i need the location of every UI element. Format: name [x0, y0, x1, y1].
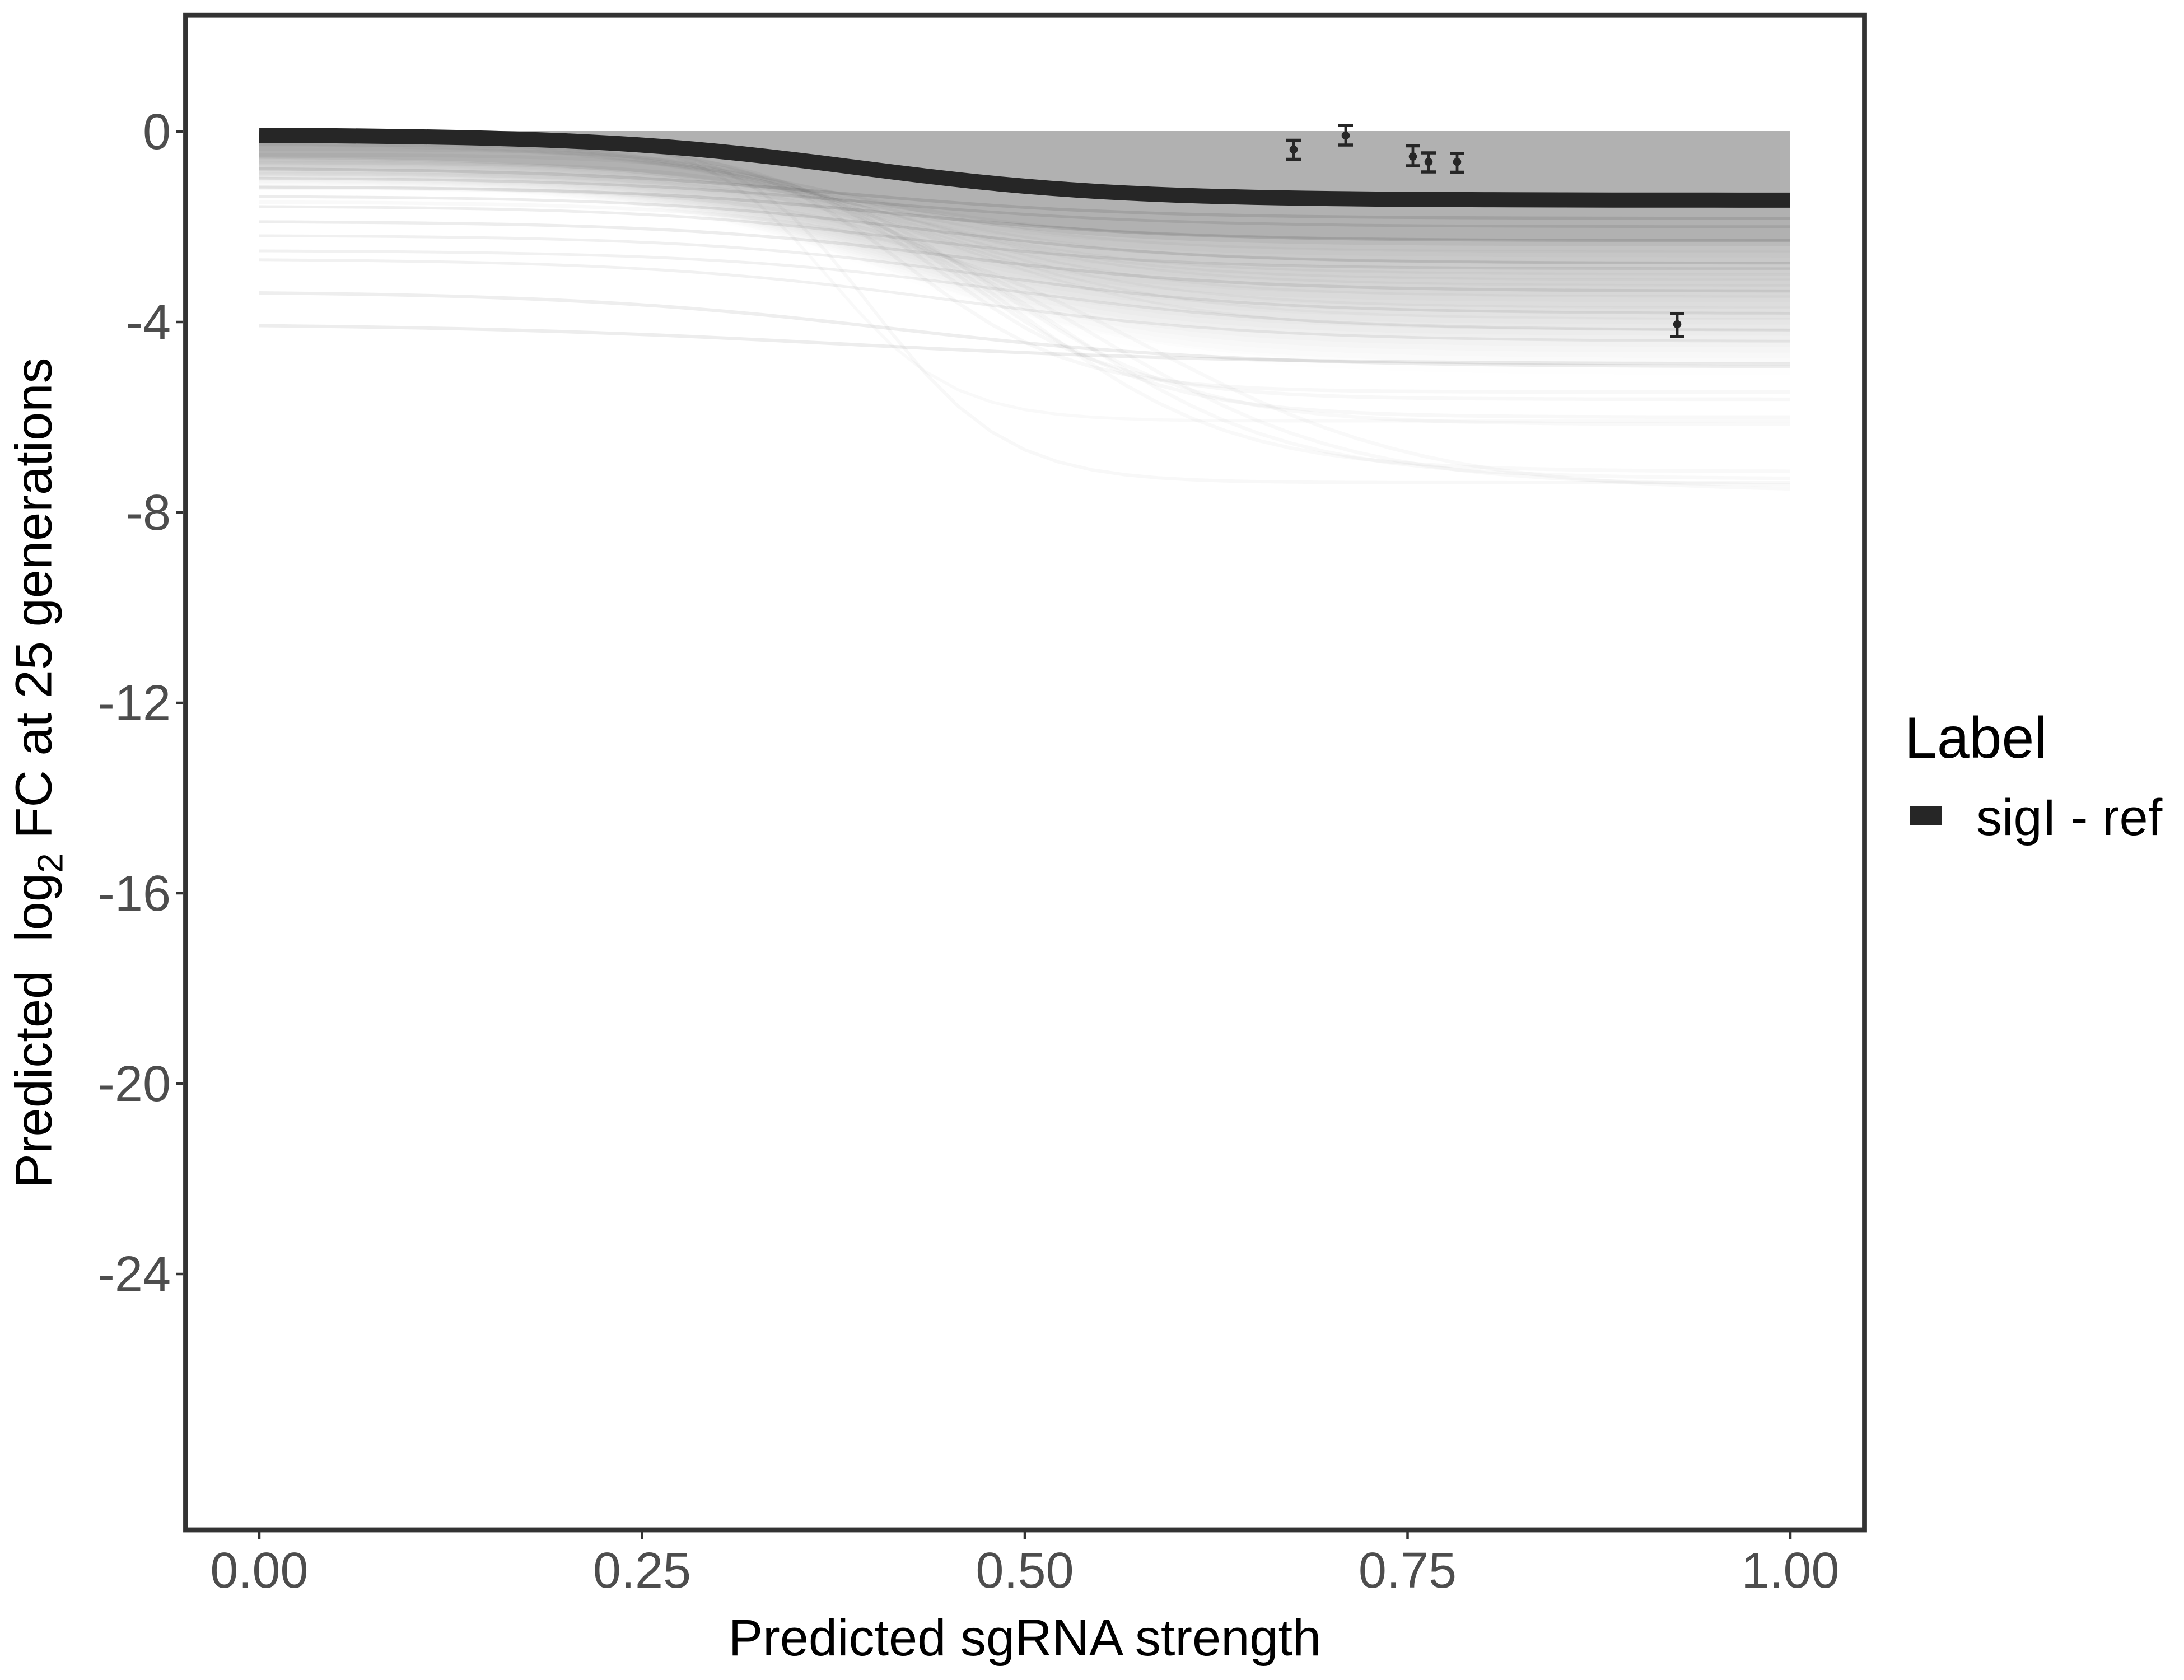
svg-text:-8: -8: [126, 485, 171, 541]
svg-text:0: 0: [143, 104, 171, 160]
svg-text:-16: -16: [98, 866, 171, 922]
svg-text:-24: -24: [98, 1247, 171, 1303]
svg-text:0.00: 0.00: [210, 1543, 308, 1599]
svg-text:-20: -20: [98, 1056, 171, 1112]
svg-text:1.00: 1.00: [1741, 1543, 1839, 1599]
svg-text:Predicted sgRNA strength: Predicted sgRNA strength: [729, 1609, 1322, 1667]
svg-text:-12: -12: [98, 675, 171, 731]
svg-text:-4: -4: [126, 295, 171, 351]
svg-text:0.50: 0.50: [976, 1543, 1074, 1599]
svg-text:sigI - ref: sigI - ref: [1976, 789, 2163, 846]
svg-text:0.75: 0.75: [1359, 1543, 1457, 1599]
svg-text:0.25: 0.25: [593, 1543, 691, 1599]
svg-text:Label: Label: [1905, 706, 2047, 771]
svg-text:Predicted log2 FC at 25 gener: Predicted log2 FC at 25 generations: [5, 358, 70, 1188]
